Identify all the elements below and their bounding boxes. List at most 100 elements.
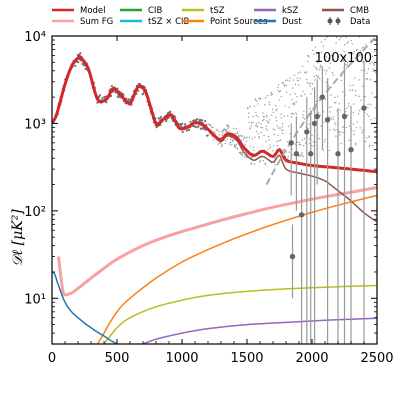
data-point (316, 68, 318, 70)
binned-point-7 (314, 113, 320, 120)
data-point (311, 110, 313, 113)
data-point (248, 121, 250, 124)
data-point (301, 154, 303, 156)
legend: Model CIB tSZ kSZ CMB Sum FG tSZ × CIB Point So… (52, 6, 370, 27)
binned-point-9 (324, 117, 331, 123)
data-point (263, 115, 265, 118)
data-point (349, 84, 351, 87)
data-point (359, 127, 361, 129)
series-model (52, 54, 377, 174)
data-point (223, 130, 225, 132)
data-point (277, 134, 279, 136)
data-point (367, 28, 368, 29)
data-point (285, 84, 287, 87)
data-point (342, 30, 343, 31)
binned-point-2 (293, 151, 300, 157)
data-point (339, 109, 341, 111)
data-point (358, 109, 361, 112)
data-point (267, 148, 269, 150)
data-point (79, 52, 82, 55)
data-point (200, 119, 204, 122)
data-point (257, 103, 259, 105)
data-point (229, 142, 232, 144)
data-point (254, 98, 256, 100)
data-point (297, 84, 300, 86)
data-point (258, 121, 260, 124)
data-point (373, 64, 375, 66)
data-point (368, 115, 370, 117)
data-point (318, 69, 320, 71)
data-point (250, 125, 253, 127)
data-point (301, 152, 303, 154)
x-tick-label-1000: 1000 (165, 351, 198, 366)
data-point (287, 115, 289, 117)
x-axis-ticks: 0 500 1000 1500 2000 2500 (48, 36, 394, 366)
data-point (276, 140, 278, 143)
data-point (240, 139, 243, 141)
data-point (318, 78, 321, 80)
binned-point-5 (308, 151, 314, 157)
data-point (158, 117, 161, 120)
data-point (257, 116, 259, 118)
data-point (289, 94, 291, 96)
data-point (237, 148, 239, 150)
data-point (337, 95, 339, 97)
data-point (302, 116, 304, 119)
data-point (356, 60, 358, 62)
data-point (290, 113, 292, 115)
data-point (298, 144, 300, 146)
binned-point-6 (311, 120, 318, 127)
data-point (370, 119, 372, 121)
data-point (212, 131, 215, 133)
data-point (331, 59, 334, 61)
data-point (367, 106, 369, 109)
data-point (269, 144, 271, 146)
data-point (351, 89, 354, 91)
data-point (252, 121, 254, 124)
data-point (329, 116, 331, 118)
data-point (221, 134, 224, 136)
data-point (328, 149, 330, 152)
data-point (335, 135, 337, 137)
data-point (325, 81, 327, 84)
data-point (332, 74, 334, 76)
data-point (345, 36, 347, 38)
data-point (286, 141, 289, 143)
data-point (262, 119, 264, 122)
binned-point-11 (341, 113, 348, 120)
data-point (235, 128, 237, 130)
data-point (369, 144, 371, 147)
data-point (308, 123, 310, 125)
data-point (362, 129, 364, 131)
data-point (160, 115, 163, 119)
data-point (301, 65, 304, 68)
data-point (294, 93, 296, 95)
data-point (361, 54, 363, 56)
data-point (137, 89, 140, 92)
data-point (340, 37, 342, 39)
data-point (264, 162, 266, 164)
data-point (253, 105, 256, 107)
data-point (329, 129, 331, 131)
data-point (220, 146, 222, 148)
data-point (324, 69, 326, 72)
data-point (253, 163, 256, 165)
data-point (375, 72, 377, 74)
data-point (303, 110, 305, 113)
data-point (234, 132, 237, 135)
plot-area: 0 500 1000 1500 2000 2500 10¹ 10² 10³ 10⁴ 100x10… (24, 28, 394, 366)
data-point (324, 38, 326, 41)
data-point (358, 95, 360, 98)
data-point (224, 128, 226, 130)
data-point (369, 103, 372, 106)
data-point (374, 117, 376, 119)
data-point (292, 79, 294, 81)
data-point (365, 78, 368, 81)
data-point (362, 61, 364, 63)
data-point (249, 145, 251, 148)
data-point (249, 105, 251, 108)
data-point (331, 55, 333, 57)
data-point (295, 112, 297, 114)
data-point (266, 95, 269, 97)
data-point (328, 106, 330, 109)
